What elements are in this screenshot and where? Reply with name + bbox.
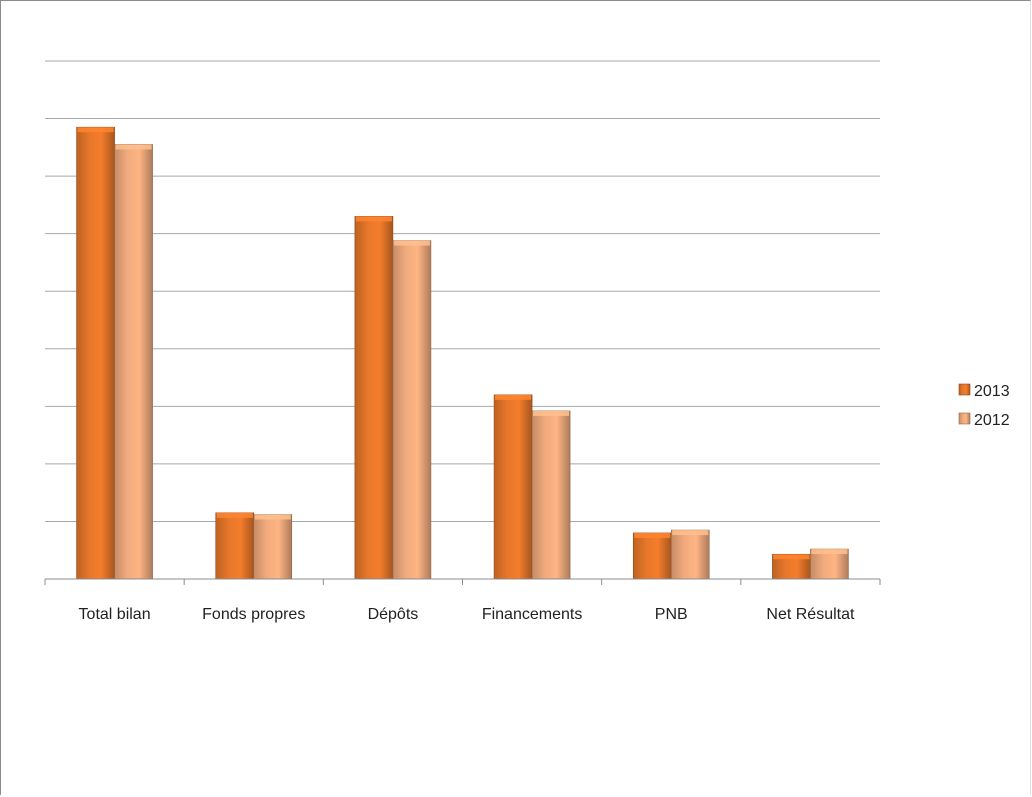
bar-2012-1 — [253, 514, 293, 580]
x-tick-label: Fonds propres — [202, 606, 305, 623]
x-tick-labels: Total bilan Fonds propres Dépôts Financemen… — [79, 606, 855, 623]
x-tick-label: PNB — [655, 606, 688, 623]
legend-swatch-2012 — [958, 412, 971, 425]
legend-label-2012: 2012 — [974, 412, 1010, 429]
x-tick-label: Dépôts — [368, 606, 419, 623]
bar-2013-2 — [354, 216, 394, 580]
bar-2013-3 — [493, 394, 533, 580]
bar-top-highlight — [672, 530, 709, 536]
bar-top-highlight — [773, 554, 810, 560]
x-tick-label: Financements — [482, 606, 583, 623]
legend-label-2013: 2013 — [974, 383, 1010, 400]
bar-top-highlight — [634, 532, 671, 538]
bar-top-highlight — [811, 549, 848, 555]
bar-2012-2 — [392, 240, 432, 580]
bar-top-highlight — [355, 216, 392, 222]
bar-top-highlight — [393, 240, 430, 246]
bar-2013-1 — [215, 512, 255, 580]
x-tick-label: Total bilan — [79, 606, 151, 623]
x-axis — [44, 578, 881, 585]
bars — [76, 126, 849, 580]
bar-2013-4 — [632, 532, 672, 580]
x-tick-label: Net Résultat — [766, 606, 855, 623]
gridlines — [45, 60, 880, 522]
bar-top-highlight — [254, 514, 291, 520]
bar-2012-4 — [670, 529, 710, 580]
bar-top-highlight — [115, 144, 152, 150]
bar-2012-0 — [114, 144, 153, 580]
bar-2012-3 — [531, 410, 571, 580]
bar-top-highlight — [216, 512, 253, 518]
bar-top-highlight — [495, 394, 532, 400]
bar-top-highlight — [77, 127, 114, 133]
legend: 2013 2012 — [958, 383, 1010, 429]
bar-top-highlight — [533, 410, 570, 416]
legend-swatch-2013 — [958, 383, 971, 396]
bar-2013-0 — [76, 126, 115, 580]
